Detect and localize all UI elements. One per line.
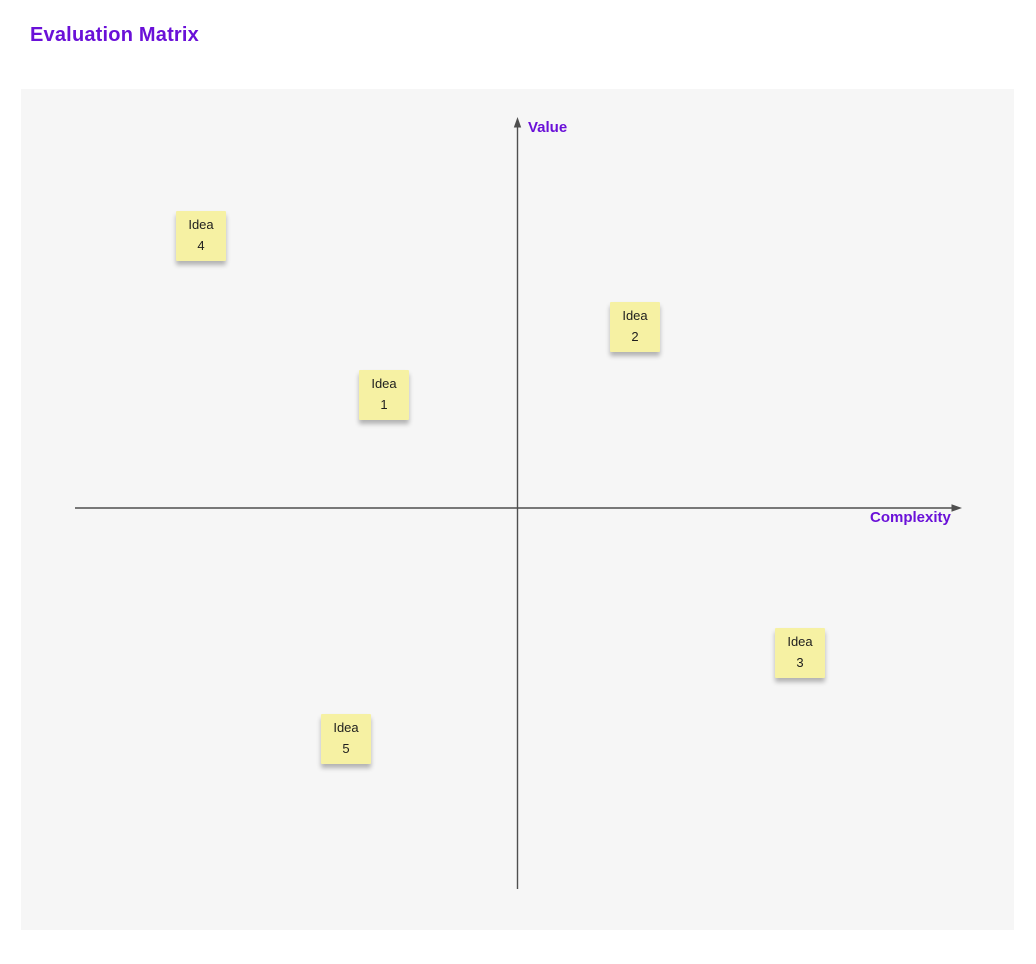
sticky-note-number: 3 xyxy=(796,655,804,670)
sticky-note-idea-4[interactable]: Idea 4 xyxy=(176,211,226,261)
sticky-note-text: Idea xyxy=(371,376,397,392)
sticky-note-idea-2[interactable]: Idea 2 xyxy=(610,302,660,352)
sticky-note-number: 1 xyxy=(380,397,388,412)
x-axis-label: Complexity xyxy=(870,509,951,526)
sticky-note-text: Idea xyxy=(333,720,359,736)
sticky-note-idea-3[interactable]: Idea 3 xyxy=(775,628,825,678)
x-axis-arrowhead-icon xyxy=(951,504,962,512)
sticky-note-idea-5[interactable]: Idea 5 xyxy=(321,714,371,764)
sticky-note-text: Idea xyxy=(188,217,214,233)
sticky-note-text: Idea xyxy=(787,634,813,650)
y-axis-label: Value xyxy=(528,119,568,136)
sticky-note-text: Idea xyxy=(622,308,648,324)
matrix-axes xyxy=(75,117,962,889)
sticky-note-number: 4 xyxy=(197,238,205,253)
sticky-note-number: 2 xyxy=(631,329,639,344)
page-title: Evaluation Matrix xyxy=(30,24,199,46)
sticky-note-number: 5 xyxy=(342,741,350,756)
sticky-note-idea-1[interactable]: Idea 1 xyxy=(359,370,409,420)
whiteboard-canvas[interactable]: Value Complexity Idea 1 Idea 2 Idea 3 Id… xyxy=(21,89,1014,930)
y-axis-arrowhead-icon xyxy=(513,117,522,128)
